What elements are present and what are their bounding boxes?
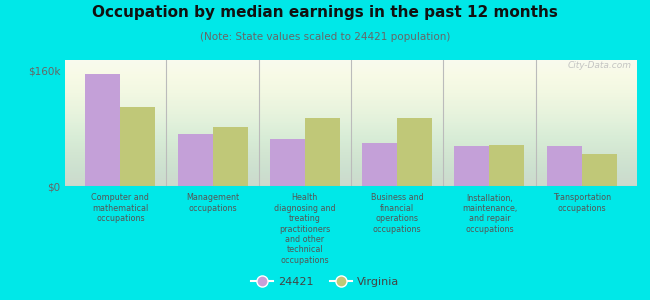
Text: Installation,
maintenance,
and repair
occupations: Installation, maintenance, and repair oc…	[462, 194, 517, 234]
Bar	[362, 143, 397, 186]
Text: (Note: State values scaled to 24421 population): (Note: State values scaled to 24421 popu…	[200, 32, 450, 41]
Legend: 24421, Virginia: 24421, Virginia	[247, 273, 403, 291]
Bar	[177, 134, 213, 186]
Bar	[85, 74, 120, 186]
Bar	[454, 146, 489, 186]
Bar	[213, 127, 248, 186]
Bar	[547, 146, 582, 186]
Text: Management
occupations: Management occupations	[186, 194, 239, 213]
Bar	[305, 118, 340, 186]
Bar	[120, 107, 155, 186]
Text: City-Data.com: City-Data.com	[567, 61, 631, 70]
Bar	[582, 154, 617, 186]
Text: Computer and
mathematical
occupations: Computer and mathematical occupations	[92, 194, 150, 223]
Bar	[489, 145, 525, 186]
Text: Business and
financial
operations
occupations: Business and financial operations occupa…	[370, 194, 424, 234]
Text: Health
diagnosing and
treating
practitioners
and other
technical
occupations: Health diagnosing and treating practitio…	[274, 194, 335, 265]
Bar	[270, 139, 305, 186]
Text: Occupation by median earnings in the past 12 months: Occupation by median earnings in the pas…	[92, 4, 558, 20]
Bar	[397, 118, 432, 186]
Text: Transportation
occupations: Transportation occupations	[552, 194, 611, 213]
